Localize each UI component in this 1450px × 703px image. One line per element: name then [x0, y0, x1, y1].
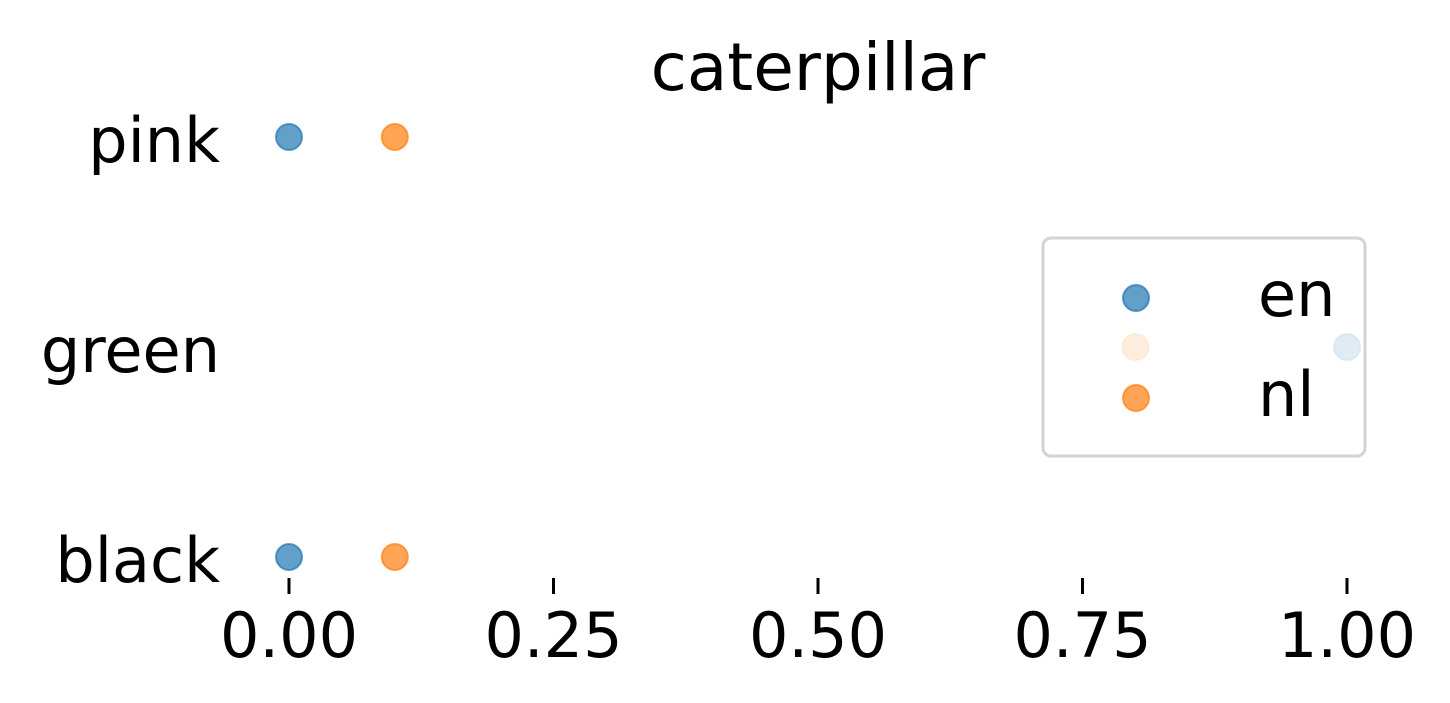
data-point-nl-black: [380, 543, 409, 571]
legend-label-en: en: [1258, 258, 1335, 331]
x-axis-ticks: 0.00 0.25 0.50 0.75 1.00: [220, 578, 1416, 672]
data-point-en-black: [275, 543, 303, 571]
data-point-en-pink: [275, 123, 303, 151]
x-tick-label: 0.25: [484, 599, 622, 672]
category-label-black: black: [55, 524, 220, 597]
data-point-nl-pink: [380, 123, 409, 151]
category-label-pink: pink: [88, 104, 220, 177]
legend-marker-nl: [1122, 384, 1150, 412]
legend: en nl: [1041, 236, 1367, 458]
legend-marker-en: [1122, 284, 1150, 312]
category-label-green: green: [41, 314, 220, 387]
x-tick-label: 1.00: [1278, 599, 1416, 672]
chart-title: caterpillar: [651, 29, 987, 106]
category-labels: pink green black: [41, 104, 220, 597]
x-tick-label: 0.00: [220, 599, 358, 672]
x-tick-label: 0.50: [749, 599, 887, 672]
legend-label-nl: nl: [1258, 358, 1315, 431]
x-tick-label: 0.75: [1013, 599, 1151, 672]
